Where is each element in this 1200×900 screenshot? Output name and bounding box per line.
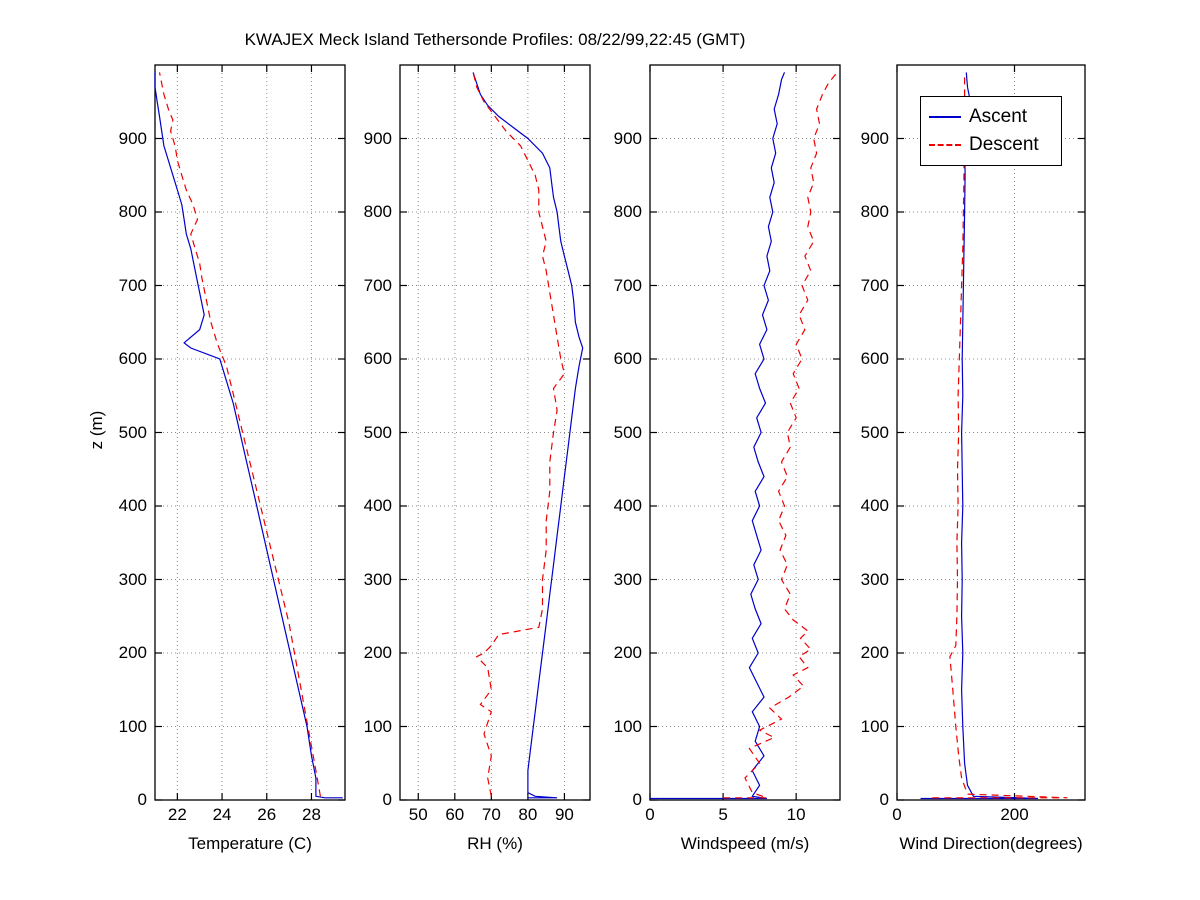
tick-label: 200 [860,643,889,662]
tick-label: 500 [363,422,392,442]
chart-title: KWAJEX Meck Island Tethersonde Profiles:… [244,30,746,49]
tick-label: 600 [860,349,889,368]
ascent-profile-line [650,72,786,800]
tick-label: 90 [554,805,574,824]
tick-label: 700 [613,275,642,295]
tick-label: 100 [118,716,147,736]
tick-label: 200 [363,643,392,662]
tick-label: 100 [613,716,642,736]
tick-label: 26 [257,805,277,824]
x-axis-label-windspeed: Windspeed (m/s) [680,834,810,853]
tick-label: 200 [1000,805,1029,824]
tick-label: 5 [718,805,728,824]
tick-label: 0 [632,790,642,809]
tick-label: 400 [118,496,147,515]
tick-label: 800 [363,202,392,221]
legend-entry-descent: Descent [929,134,1061,156]
x-axis-label-wind-direction: Wind Direction(degrees) [899,834,1083,853]
tick-label: 50 [408,805,428,824]
tick-label: 600 [363,349,392,368]
tick-label: 400 [860,496,889,515]
tick-label: 0 [892,805,902,824]
descent-line-sample [929,144,961,146]
tick-label: 22 [167,805,187,824]
tick-label: 300 [860,569,889,589]
ascent-profile-line [154,72,343,799]
tick-label: 900 [860,128,889,148]
tick-label: 200 [118,643,147,662]
descent-profile-line [932,72,1068,799]
tick-label: 10 [786,805,806,824]
legend-label-ascent: Ascent [969,106,1028,127]
tick-label: 700 [860,275,889,295]
tick-label: 60 [445,805,465,824]
legend-entry-ascent: Ascent [929,106,1061,128]
tick-label: 400 [363,496,392,515]
tick-label: 800 [613,202,642,221]
tick-label: 24 [212,805,232,824]
tick-label: 400 [613,496,642,515]
tick-label: 100 [363,716,392,736]
tick-label: 500 [118,422,147,442]
tick-label: 600 [613,349,642,368]
x-axis-label-temperature: Temperature (C) [188,834,312,853]
tick-label: 800 [860,202,889,221]
tick-label: 300 [363,569,392,589]
tick-label: 500 [860,422,889,442]
tick-label: 0 [645,805,655,824]
tick-label: 700 [118,275,147,295]
descent-profile-line [472,72,566,797]
tick-label: 900 [363,128,392,148]
tick-label: 900 [118,128,147,148]
tick-label: 900 [613,128,642,148]
tick-label: 200 [613,643,642,662]
ascent-line-sample [929,116,961,118]
descent-profile-line [158,72,321,797]
ascent-profile-line [472,72,584,799]
tick-label: 0 [137,790,147,809]
tick-label: 0 [879,790,889,809]
x-axis-label-rh: RH (%) [467,834,523,853]
tick-label: 600 [118,349,147,368]
tick-label: 80 [518,805,538,824]
tick-label: 300 [613,569,642,589]
tick-label: 70 [481,805,501,824]
tick-label: 800 [118,202,147,221]
ascent-profile-line [920,72,1039,800]
legend: Ascent Descent [920,96,1062,166]
tick-label: 500 [613,422,642,442]
tick-label: 0 [382,790,392,809]
tick-label: 100 [860,716,889,736]
tick-label: 700 [363,275,392,295]
tick-label: 300 [118,569,147,589]
legend-label-descent: Descent [969,134,1039,155]
descent-profile-line [723,72,838,799]
tick-label: 28 [302,805,321,824]
